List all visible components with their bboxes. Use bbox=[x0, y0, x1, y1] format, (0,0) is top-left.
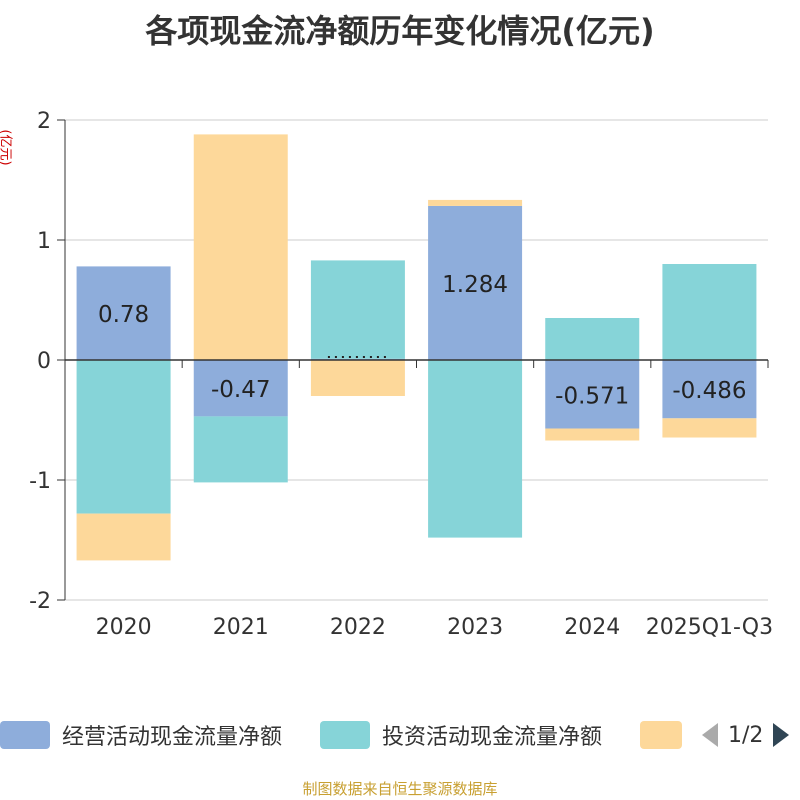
data-source-note: 制图数据来自恒生聚源数据库 bbox=[302, 780, 498, 798]
bar-segment bbox=[76, 360, 171, 514]
bar-chart: -2 -1 0 1 2 0.78 -0.47 1.284 -0.571 -0.486 2020 202… bbox=[29, 109, 773, 640]
legend-swatch-operating bbox=[0, 721, 50, 749]
bar-segment bbox=[662, 360, 757, 419]
legend-swatch-investing bbox=[320, 721, 370, 749]
x-tick-label: 2024 bbox=[564, 615, 620, 640]
y-tick-label: -1 bbox=[29, 469, 51, 494]
bar-segment bbox=[545, 318, 640, 360]
legend-item-third[interactable] bbox=[640, 718, 694, 752]
data-label: -0.571 bbox=[555, 383, 629, 409]
legend-swatch-third bbox=[640, 721, 682, 749]
bar-segment bbox=[310, 360, 405, 396]
bar-segment bbox=[310, 260, 405, 359]
bar-segment bbox=[428, 205, 523, 360]
legend-label-investing: 投资活动现金流量净额 bbox=[382, 725, 603, 750]
legend-item-operating[interactable]: 经营活动现金流量净额 bbox=[0, 718, 282, 752]
y-tick-label: 1 bbox=[37, 229, 51, 254]
x-tick-label: 2020 bbox=[96, 615, 152, 640]
bar-segment bbox=[193, 416, 288, 483]
data-label: -0.47 bbox=[211, 377, 271, 403]
legend-pager: 1/2 bbox=[700, 718, 791, 752]
bar-segment bbox=[76, 266, 171, 360]
x-tick-label: 2022 bbox=[330, 615, 386, 640]
data-label: 1.284 bbox=[442, 272, 508, 298]
bar-segment bbox=[193, 134, 288, 360]
legend-prev-icon[interactable] bbox=[700, 721, 720, 749]
y-tick-label: -2 bbox=[29, 589, 51, 614]
bar-segment bbox=[662, 418, 757, 438]
legend-page-indicator: 1/2 bbox=[728, 722, 764, 748]
bar-segment bbox=[428, 360, 523, 538]
x-tick-label: 2025Q1-Q3 bbox=[646, 615, 773, 640]
y-tick-label: 0 bbox=[37, 349, 51, 374]
bar-segment bbox=[545, 360, 640, 429]
data-label: -0.486 bbox=[672, 378, 746, 404]
legend-next-icon[interactable] bbox=[771, 721, 791, 749]
bar-segment bbox=[662, 264, 757, 360]
legend-label-operating: 经营活动现金流量净额 bbox=[62, 725, 283, 750]
bar-segment bbox=[545, 428, 640, 441]
bar-segment bbox=[76, 513, 171, 561]
bar-segment bbox=[428, 199, 523, 206]
legend-item-investing[interactable]: 投资活动现金流量净额 bbox=[320, 718, 602, 752]
legend: 经营活动现金流量净额 投资活动现金流量净额 1/2 bbox=[0, 718, 800, 752]
data-label: 0.78 bbox=[98, 302, 149, 328]
bar-segment bbox=[193, 360, 288, 417]
x-tick-label: 2023 bbox=[447, 615, 503, 640]
y-tick-label: 2 bbox=[37, 109, 51, 134]
x-tick-label: 2021 bbox=[213, 615, 269, 640]
chart-title: 各项现金流净额历年变化情况(亿元) bbox=[145, 12, 655, 50]
